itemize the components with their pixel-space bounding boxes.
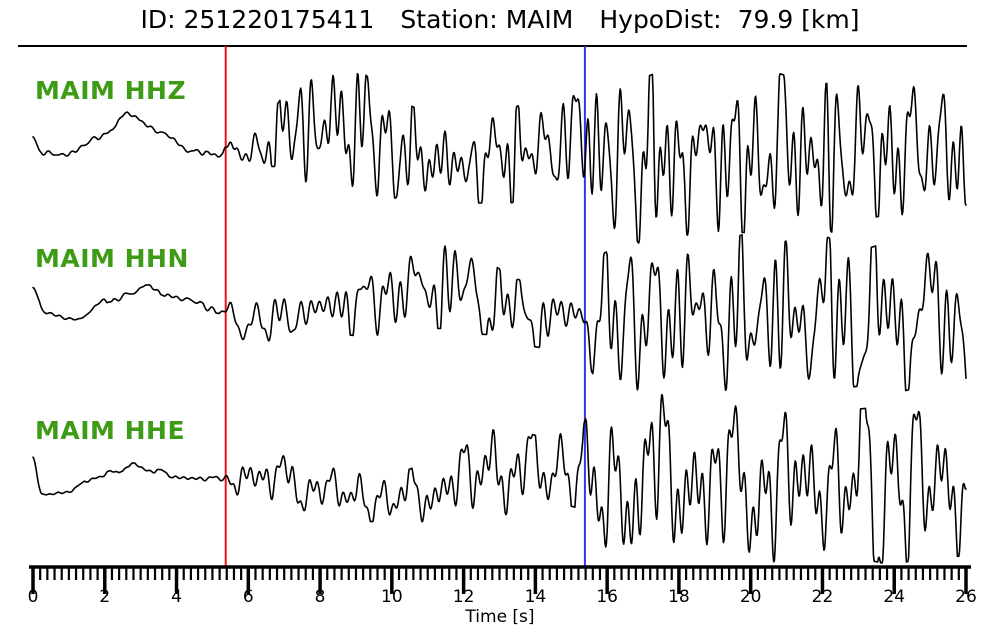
x-tick-label: 20	[740, 587, 762, 607]
channel-label-hhz: MAIM HHZ	[35, 76, 187, 105]
station-label: Station:	[400, 5, 498, 34]
x-tick-label: 14	[525, 587, 547, 607]
hypodist-value: 79.9 [km]	[737, 5, 860, 34]
x-tick-label: 24	[883, 587, 905, 607]
event-id-label: ID:	[140, 5, 176, 34]
x-axis-title: Time [s]	[465, 607, 535, 627]
waveform-hhe	[32, 393, 967, 564]
x-tick-label: 4	[171, 587, 182, 607]
x-tick-label: 2	[99, 587, 110, 607]
station: Station: MAIM	[400, 5, 573, 34]
figure-title: ID: 251220175411 Station: MAIM HypoDist:…	[0, 5, 1000, 34]
event-id-value: 251220175411	[183, 5, 375, 34]
x-tick-label: 18	[668, 587, 690, 607]
channel-label-hhn: MAIM HHN	[35, 244, 189, 273]
x-tick-label: 22	[812, 587, 834, 607]
x-tick-label: 26	[955, 587, 977, 607]
x-tick-label: 16	[596, 587, 618, 607]
event-id: ID: 251220175411	[140, 5, 374, 34]
waveform-hhz	[32, 72, 967, 244]
waveform-hhn	[32, 234, 967, 392]
x-tick-label: 8	[315, 587, 326, 607]
hypodist-label: HypoDist:	[599, 5, 722, 34]
x-tick-label: 6	[243, 587, 254, 607]
station-value: MAIM	[505, 5, 574, 34]
hypodist: HypoDist: 79.9 [km]	[599, 5, 859, 34]
channel-label-hhe: MAIM HHE	[35, 416, 186, 445]
x-tick-label: 0	[28, 587, 39, 607]
x-tick-label: 10	[381, 587, 403, 607]
x-tick-label: 12	[453, 587, 475, 607]
